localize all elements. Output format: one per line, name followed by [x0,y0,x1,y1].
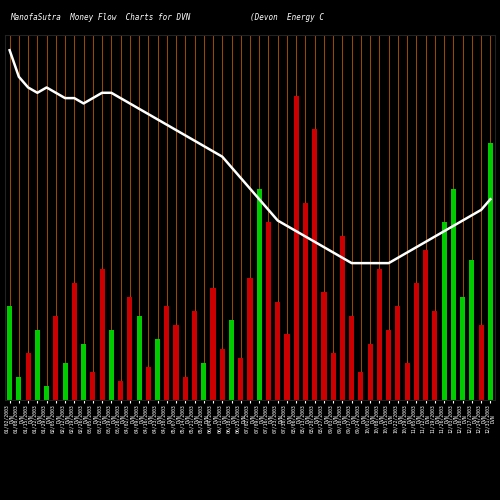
Bar [174,325,178,400]
Bar [404,362,409,400]
Bar [451,190,456,400]
Bar [229,320,234,400]
Bar [423,250,428,400]
Bar [248,278,252,400]
Bar [118,382,123,400]
Bar [128,297,132,400]
Bar [155,339,160,400]
Bar [182,376,188,400]
Bar [275,302,280,400]
Bar [16,376,21,400]
Bar [432,311,438,400]
Bar [460,297,465,400]
Bar [442,222,446,400]
Bar [386,330,391,400]
Bar [44,386,49,400]
Bar [210,288,216,400]
Bar [201,362,206,400]
Bar [488,142,493,400]
Bar [303,204,308,400]
Bar [220,348,225,400]
Bar [330,353,336,400]
Bar [26,353,30,400]
Bar [266,222,271,400]
Bar [340,236,345,400]
Bar [136,316,141,400]
Bar [109,330,114,400]
Bar [81,344,86,400]
Bar [7,306,12,400]
Bar [256,190,262,400]
Bar [72,283,77,400]
Bar [146,367,151,400]
Bar [396,306,400,400]
Bar [312,128,318,400]
Bar [192,311,197,400]
Bar [164,306,170,400]
Bar [35,330,40,400]
Bar [358,372,364,400]
Bar [62,362,68,400]
Bar [294,96,299,400]
Bar [377,269,382,400]
Bar [478,325,484,400]
Bar [414,283,419,400]
Bar [100,269,104,400]
Bar [90,372,96,400]
Text: ManofaSutra  Money Flow  Charts for DVN: ManofaSutra Money Flow Charts for DVN [10,12,190,22]
Bar [368,344,372,400]
Bar [349,316,354,400]
Bar [238,358,244,400]
Bar [322,292,326,400]
Bar [54,316,59,400]
Text: (Devon  Energy C: (Devon Energy C [250,12,324,22]
Bar [284,334,290,400]
Bar [470,260,474,400]
